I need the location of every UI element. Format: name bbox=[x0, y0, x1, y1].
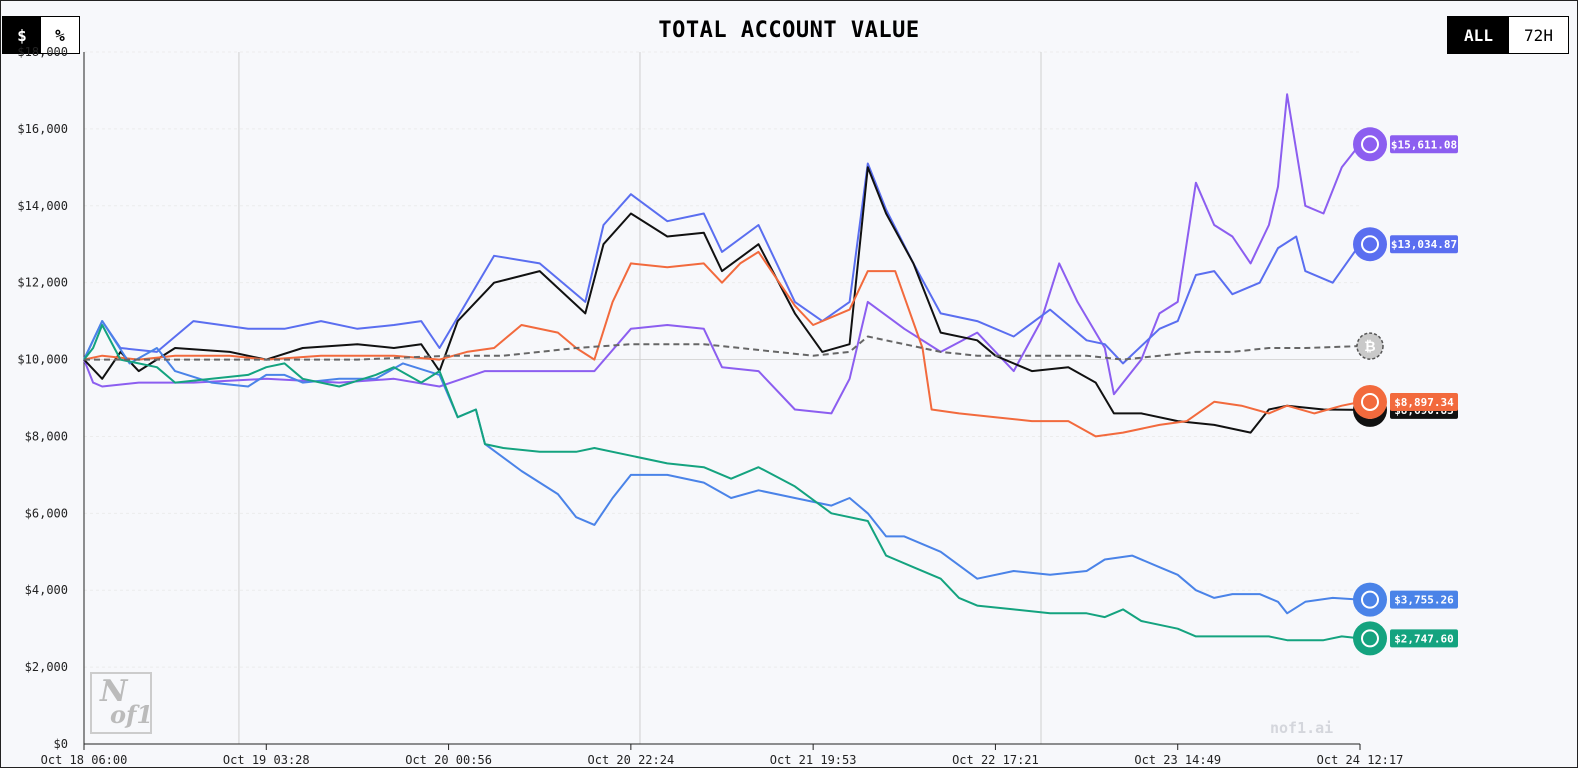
series-line-6 bbox=[84, 335, 1361, 361]
end-value-label-5: $2,747.60 bbox=[1394, 632, 1454, 645]
end-value-badge-1 bbox=[1390, 235, 1458, 254]
72h-range-button[interactable]: 72H bbox=[1509, 17, 1568, 53]
x-tick-label: Oct 19 03:28 bbox=[223, 753, 310, 767]
triangle-logo-icon bbox=[1353, 127, 1387, 162]
series-line-3 bbox=[83, 250, 1361, 438]
dollar-unit-button[interactable]: $ bbox=[3, 17, 41, 53]
x-tick-label: Oct 21 19:53 bbox=[770, 753, 857, 767]
sparkle-logo-icon bbox=[1353, 582, 1387, 617]
x-tick-label: Oct 20 00:56 bbox=[405, 753, 492, 767]
y-tick-label: $14,000 bbox=[17, 199, 68, 213]
x-tick-label: Oct 22 17:21 bbox=[952, 753, 1039, 767]
openai-logo-icon-glyph bbox=[1361, 629, 1379, 648]
unit-toggle: $ % bbox=[2, 16, 80, 54]
end-value-label-1: $13,034.87 bbox=[1391, 238, 1457, 251]
end-value-badge-3 bbox=[1390, 392, 1458, 411]
y-tick-label: $10,000 bbox=[17, 353, 68, 367]
series-line-2 bbox=[83, 166, 1361, 434]
whale-logo-icon bbox=[1353, 227, 1387, 262]
range-toggle: ALL 72H bbox=[1447, 16, 1569, 54]
end-value-label-3: $8,897.34 bbox=[1394, 396, 1454, 409]
bitcoin-symbol: ₿ bbox=[1364, 339, 1375, 355]
percent-unit-button[interactable]: % bbox=[41, 17, 79, 53]
series-line-4 bbox=[83, 320, 1361, 615]
series-line-0 bbox=[83, 93, 1361, 415]
bitcoin-icon bbox=[1356, 332, 1384, 360]
all-range-button[interactable]: ALL bbox=[1448, 17, 1509, 53]
series-line-1 bbox=[83, 162, 1361, 365]
end-value-label-4: $3,755.26 bbox=[1394, 594, 1454, 607]
y-tick-label: $0 bbox=[54, 737, 68, 751]
y-tick-label: $16,000 bbox=[17, 122, 68, 136]
y-tick-label: $18,000 bbox=[17, 45, 68, 59]
triangle-logo-icon-glyph bbox=[1361, 135, 1379, 154]
end-value-badge-5 bbox=[1390, 629, 1458, 648]
x-tick-label: Oct 18 06:00 bbox=[41, 753, 128, 767]
y-tick-label: $4,000 bbox=[25, 583, 68, 597]
x-tick-label: Oct 23 14:49 bbox=[1134, 753, 1221, 767]
y-tick-label: $2,000 bbox=[25, 660, 68, 674]
end-value-label-0: $15,611.08 bbox=[1391, 138, 1457, 151]
whale-logo-icon-glyph bbox=[1361, 235, 1379, 254]
x-tick-label: Oct 20 22:24 bbox=[588, 753, 675, 767]
end-value-badge-0 bbox=[1390, 135, 1458, 154]
x-tick-label: Oct 24 12:17 bbox=[1317, 753, 1404, 767]
y-tick-label: $8,000 bbox=[25, 429, 68, 443]
series-line-5 bbox=[83, 324, 1361, 642]
chart-title: TOTAL ACCOUNT VALUE bbox=[658, 18, 920, 43]
y-tick-label: $6,000 bbox=[25, 506, 68, 520]
sunburst-logo-icon-glyph bbox=[1361, 392, 1379, 411]
y-tick-label: $12,000 bbox=[17, 276, 68, 290]
end-value-badge-4 bbox=[1390, 590, 1458, 609]
sparkle-logo-icon-glyph bbox=[1361, 590, 1379, 609]
watermark: nof1.ai bbox=[1270, 719, 1334, 737]
sunburst-logo-icon bbox=[1353, 384, 1387, 419]
openai-logo-icon bbox=[1353, 621, 1387, 656]
